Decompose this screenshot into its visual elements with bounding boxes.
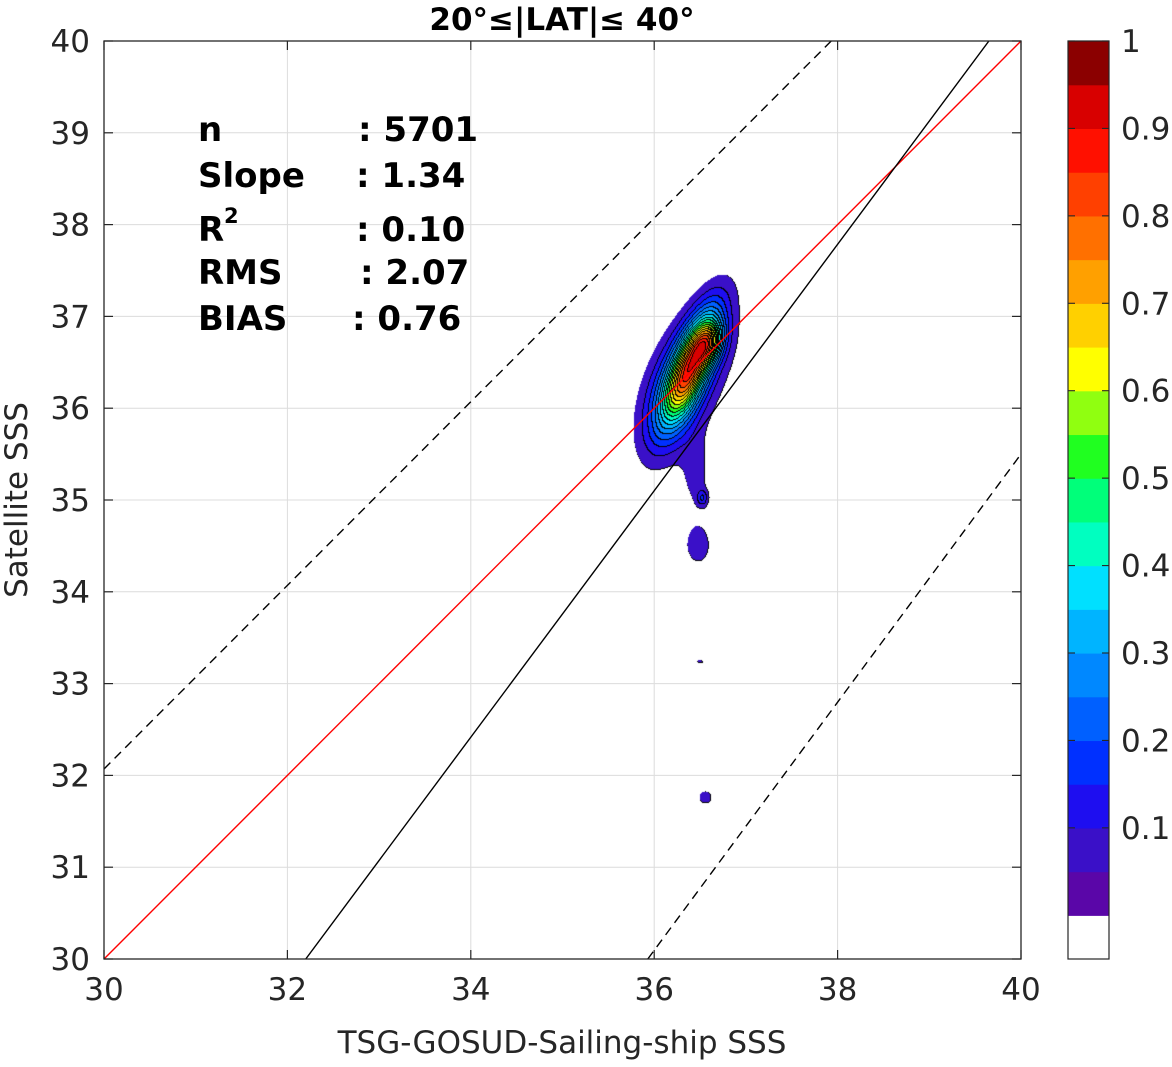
stat-value: : 2.07 xyxy=(360,253,469,293)
stat-label: n xyxy=(198,110,222,150)
x-tick-label: 32 xyxy=(268,972,307,1008)
colorbar-tick-label: 0.5 xyxy=(1121,461,1170,497)
y-tick-label: 35 xyxy=(51,483,90,519)
stat-label-superscript: 2 xyxy=(224,204,239,228)
colorbar-swatch xyxy=(1068,41,1109,86)
colorbar-tick-label: 0.1 xyxy=(1121,811,1170,847)
y-axis-label: Satellite SSS xyxy=(0,402,35,598)
colorbar: 0.1 0.2 0.3 0.4 0.5 0.6 0.7 0.8 0.9 1 xyxy=(1067,24,1170,960)
colorbar-swatch xyxy=(1068,784,1109,829)
colorbar-swatch xyxy=(1068,521,1109,567)
colorbar-swatch xyxy=(1068,696,1109,742)
colorbar-swatch xyxy=(1068,740,1109,785)
y-tick-label: 36 xyxy=(51,391,90,427)
y-tick-label: 37 xyxy=(51,299,90,335)
x-tick-label: 30 xyxy=(84,972,123,1008)
x-tick-label: 36 xyxy=(634,972,673,1008)
colorbar-swatch xyxy=(1068,827,1109,873)
colorbar-swatch xyxy=(1068,478,1109,523)
colorbar-swatch xyxy=(1068,128,1109,173)
colorbar-swatch xyxy=(1068,215,1109,261)
x-tick-label: 38 xyxy=(818,972,857,1008)
stat-value: : 0.76 xyxy=(352,299,461,339)
y-tick-label: 33 xyxy=(51,667,90,703)
one-to-one-line xyxy=(104,41,1021,959)
colorbar-swatch xyxy=(1068,609,1109,654)
colorbar-tick-label: 0.6 xyxy=(1121,374,1170,410)
colorbar-swatch xyxy=(1068,259,1109,304)
colorbar-swatch xyxy=(1068,303,1109,348)
colorbar-tick-label: 0.9 xyxy=(1121,111,1170,147)
y-tick-label: 38 xyxy=(51,208,90,244)
upper-bound-line xyxy=(104,41,832,770)
x-tick-label: 40 xyxy=(1001,972,1040,1008)
y-tick-label: 30 xyxy=(51,942,90,978)
reference-lines xyxy=(104,41,1021,959)
chart-title: 20°≤|LAT|≤ 40° xyxy=(429,2,694,38)
stat-label: Slope xyxy=(198,156,305,196)
stat-label: RMS xyxy=(198,253,283,293)
colorbar-swatch xyxy=(1068,565,1109,610)
axis-ticks: 30 32 34 36 38 40 30 31 32 33 34 35 36 37 38 39 40 xyxy=(51,24,1041,1008)
colorbar-swatch xyxy=(1068,84,1109,130)
y-tick-label: 32 xyxy=(51,758,90,794)
y-tick-label: 34 xyxy=(51,575,90,611)
colorbar-swatch xyxy=(1068,434,1109,479)
colorbar-swatch xyxy=(1068,871,1109,916)
stat-value: : 5701 xyxy=(358,110,478,150)
colorbar-swatch xyxy=(1068,390,1109,436)
regression-line xyxy=(305,41,990,959)
colorbar-tick-label: 0.8 xyxy=(1121,199,1170,235)
x-tick-label: 34 xyxy=(451,972,490,1008)
x-axis-label: TSG-GOSUD-Sailing-ship SSS xyxy=(337,1025,787,1061)
y-tick-label: 39 xyxy=(51,116,90,152)
colorbar-tick-label: 0.2 xyxy=(1121,723,1170,759)
y-tick-label: 31 xyxy=(51,850,90,886)
stat-value: : 1.34 xyxy=(356,156,465,196)
colorbar-tick-label: 0.3 xyxy=(1121,636,1170,672)
stats-box: n : 5701 Slope : 1.34 R 2 : 0.10 RMS : 2.07 BIAS:… xyxy=(198,110,478,339)
colorbar-swatch xyxy=(1068,915,1109,960)
stat-value: : 0.10 xyxy=(356,210,465,250)
colorbar-tick-label: 0.4 xyxy=(1121,549,1170,585)
colorbar-swatch xyxy=(1068,347,1109,392)
colorbar-frame xyxy=(1067,40,1110,960)
colorbar-tick-label: 0.7 xyxy=(1121,286,1170,322)
colorbar-tick-label: 1 xyxy=(1121,24,1141,60)
stat-label: BIAS xyxy=(198,299,287,339)
colorbar-swatch xyxy=(1068,653,1109,698)
stat-label: R xyxy=(198,210,224,250)
y-tick-label: 40 xyxy=(51,24,90,60)
colorbar-swatch xyxy=(1068,172,1109,217)
